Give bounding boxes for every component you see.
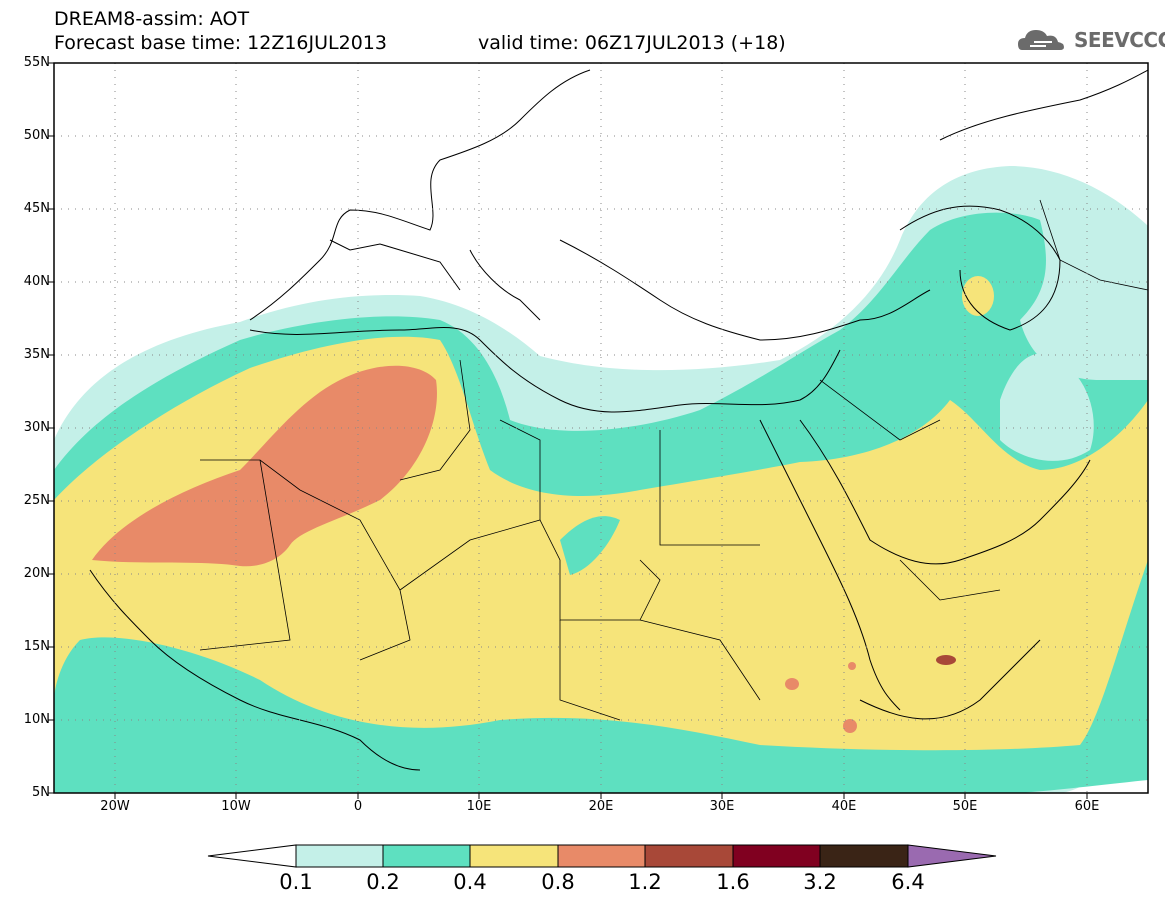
colorbar-label-0.4: 0.4: [453, 870, 487, 894]
lat-label-25n: 25N: [23, 493, 50, 508]
forecast-base-time: Forecast base time: 12Z16JUL2013: [54, 32, 387, 54]
lat-label-20n: 20N: [23, 566, 50, 581]
lat-label-10n: 10N: [23, 712, 50, 727]
lon-label-10w: 10W: [221, 799, 251, 814]
colorbar: [207, 844, 997, 868]
lat-label-50n: 50N: [23, 128, 50, 143]
colorbar-label-1.6: 1.6: [716, 870, 750, 894]
aot-spot-ethiopia-3: [848, 662, 856, 670]
grid: [54, 63, 1148, 793]
colorbar-arrow-low: [207, 844, 297, 868]
cloud-logo-icon: [1018, 30, 1064, 50]
lat-label-45n: 45N: [23, 201, 50, 216]
colorbar-box-1.6: [732, 844, 821, 868]
lon-label-0: 0: [353, 799, 363, 814]
lat-label-30n: 30N: [23, 420, 50, 435]
lat-label-35n: 35N: [23, 347, 50, 362]
lat-label-5n: 5N: [32, 785, 50, 800]
map-title: DREAM8-assim: AOT: [54, 8, 250, 30]
colorbar-label-0.1: 0.1: [279, 870, 313, 894]
lon-label-50e: 50E: [952, 799, 978, 814]
lon-label-20e: 20E: [588, 799, 614, 814]
colorbar-box-1.2: [644, 844, 734, 868]
lon-label-20w: 20W: [100, 799, 130, 814]
aot-spot-caspian-yellow: [962, 276, 994, 316]
colorbar-label-3.2: 3.2: [803, 870, 837, 894]
colorbar-label-1.2: 1.2: [628, 870, 662, 894]
colorbar-box-0.2: [382, 844, 471, 868]
lon-label-60e: 60E: [1074, 799, 1100, 814]
lat-label-15n: 15N: [23, 639, 50, 654]
lon-label-40e: 40E: [831, 799, 857, 814]
colorbar-box-0.1: [295, 844, 384, 868]
colorbar-label-6.4: 6.4: [891, 870, 925, 894]
colorbar-label-0.2: 0.2: [366, 870, 400, 894]
map-frame: [53, 62, 1149, 794]
aot-spot-ethiopia-2: [843, 719, 857, 733]
logo-text: SEEVCCC: [1074, 28, 1165, 52]
colorbar-label-0.8: 0.8: [541, 870, 575, 894]
coastlines: [89, 69, 1148, 771]
colorbar-box-3.2: [819, 844, 909, 868]
lat-label-40n: 40N: [23, 274, 50, 289]
lon-label-10e: 10E: [466, 799, 492, 814]
colorbar-box-0.4: [469, 844, 559, 868]
lon-label-30e: 30E: [709, 799, 735, 814]
aot-spot-ethiopia-1: [785, 678, 799, 690]
colorbar-arrow-high: [907, 844, 997, 868]
lat-label-55n: 55N: [23, 55, 50, 70]
valid-time: valid time: 06Z17JUL2013 (+18): [478, 32, 786, 54]
aot-fields: [54, 166, 1148, 793]
aot-spot-yemen: [936, 655, 956, 665]
colorbar-box-0.8: [557, 844, 646, 868]
aot-band-0.2-notch: [560, 516, 620, 575]
aot-band-0.1-caspian: [1000, 353, 1094, 461]
aot-band-0.8: [92, 365, 437, 567]
country-borders: [199, 199, 1148, 721]
ticks: [48, 62, 1088, 799]
